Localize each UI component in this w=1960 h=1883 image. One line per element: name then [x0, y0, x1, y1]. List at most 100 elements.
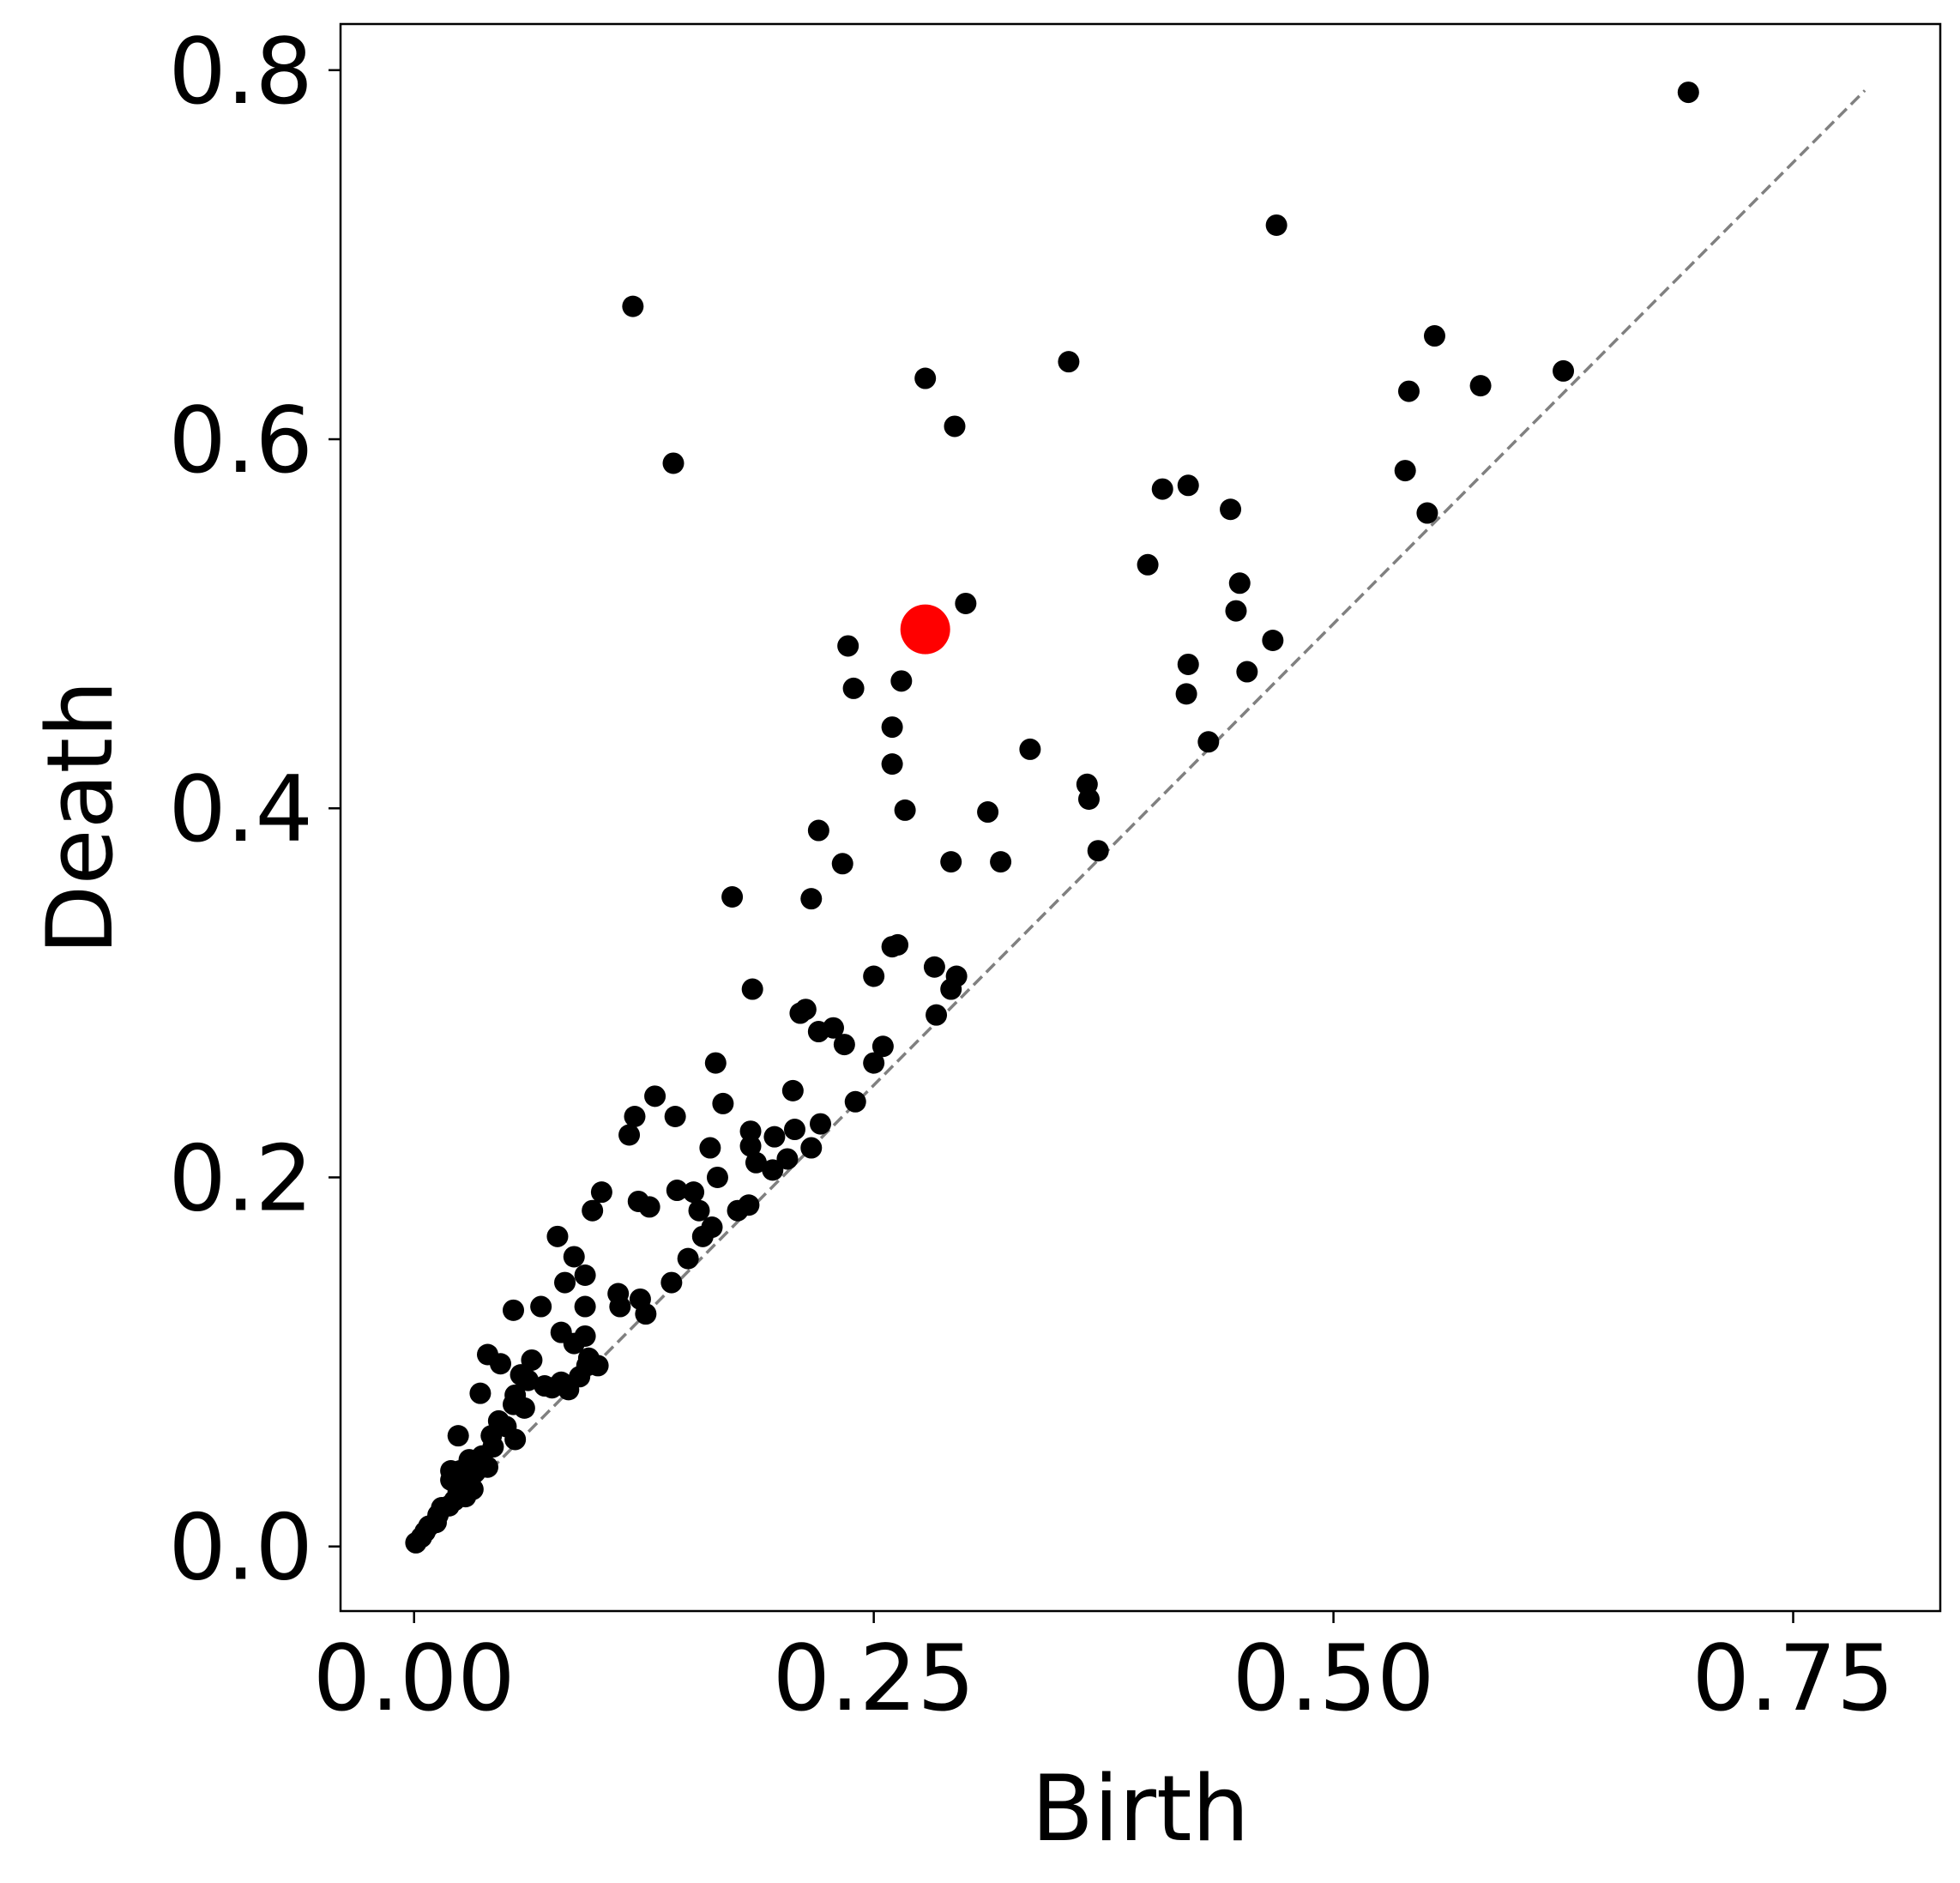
x-axis-label: Birth: [1031, 1756, 1250, 1862]
y-tick-label: 0.6: [168, 388, 313, 493]
data-point: [871, 1035, 894, 1058]
data-point: [863, 1052, 885, 1074]
data-point: [923, 956, 945, 978]
data-point: [534, 1375, 556, 1397]
data-point: [739, 1120, 762, 1143]
data-point: [546, 1225, 569, 1247]
data-point: [794, 999, 817, 1021]
data-point: [881, 716, 903, 739]
data-point: [688, 1199, 710, 1222]
data-point: [504, 1428, 527, 1451]
data-point: [574, 1264, 596, 1286]
data-point: [638, 1196, 660, 1218]
data-point: [1397, 380, 1420, 402]
y-tick-label: 0.4: [168, 757, 313, 862]
y-tick-label: 0.2: [168, 1126, 313, 1231]
axes-frame: [339, 22, 1942, 1613]
data-point: [1265, 214, 1288, 236]
data-point: [1228, 572, 1251, 594]
data-point: [666, 1180, 688, 1202]
data-point: [563, 1246, 585, 1268]
data-point: [622, 295, 644, 317]
data-point: [644, 1085, 666, 1107]
data-point: [762, 1159, 784, 1181]
data-point: [940, 851, 962, 873]
y-tick-label: 0.0: [168, 1495, 313, 1601]
data-point: [1394, 460, 1416, 482]
x-tick-label: 0.00: [313, 1626, 516, 1731]
data-point: [863, 965, 885, 987]
data-point: [530, 1295, 552, 1318]
data-point: [405, 1531, 427, 1554]
data-point: [1058, 351, 1080, 373]
data-point: [800, 1137, 823, 1159]
data-point: [944, 415, 966, 438]
data-point: [590, 1181, 612, 1204]
data-point: [1469, 375, 1492, 397]
axes: 0.00 0.25 0.50 0.75 0.0 0.2 0.4 0.6 0.8: [168, 19, 1942, 1731]
data-point: [831, 853, 853, 875]
data-point: [890, 670, 913, 692]
data-point: [1553, 359, 1575, 382]
data-point: [914, 367, 937, 389]
data-point: [810, 1113, 831, 1135]
data-point: [662, 452, 684, 474]
data-point: [1220, 498, 1242, 521]
x-tick-label: 0.75: [1692, 1626, 1894, 1731]
data-point: [844, 1090, 866, 1113]
data-point: [833, 1034, 855, 1056]
data-point: [521, 1349, 543, 1371]
data-point: [1177, 653, 1199, 675]
data-point: [1175, 683, 1197, 705]
data-point: [990, 851, 1012, 873]
plot-area: [413, 89, 1867, 1548]
data-point: [1262, 629, 1284, 651]
data-point: [490, 1353, 511, 1375]
data-point: [940, 978, 962, 1000]
data-point: [781, 1079, 804, 1101]
data-point: [1423, 325, 1445, 347]
data-point: [1197, 731, 1220, 753]
data-point: [721, 886, 744, 908]
data-point: [776, 1148, 799, 1170]
data-point: [800, 888, 823, 910]
data-point: [1236, 661, 1258, 683]
highlighted-point: [900, 604, 950, 655]
data-point: [660, 1271, 683, 1294]
data-point: [738, 1194, 760, 1216]
data-point: [745, 1151, 767, 1174]
data-point: [574, 1295, 596, 1318]
data-point: [842, 677, 865, 699]
data-points: [405, 81, 1699, 1554]
data-point: [624, 1105, 646, 1127]
data-point: [469, 1382, 492, 1404]
data-point: [554, 1271, 576, 1294]
data-point: [1177, 474, 1199, 497]
data-point: [699, 1137, 721, 1159]
data-point: [609, 1295, 631, 1318]
data-point: [887, 933, 909, 956]
data-point: [582, 1199, 604, 1222]
x-tick-label: 0.25: [773, 1626, 975, 1731]
diagonal-reference-line: [413, 89, 1867, 1548]
data-point: [741, 978, 763, 1000]
data-point: [447, 1425, 469, 1447]
data-point: [635, 1303, 657, 1325]
data-point: [712, 1092, 734, 1114]
data-point: [691, 1225, 714, 1247]
data-point: [1416, 502, 1438, 524]
data-point: [683, 1181, 705, 1204]
data-point: [1225, 600, 1247, 622]
data-point: [955, 592, 977, 614]
data-point: [1077, 788, 1100, 810]
data-point: [1677, 81, 1699, 104]
data-point: [1019, 738, 1041, 760]
y-tick-label: 0.8: [168, 19, 313, 124]
data-point: [618, 1124, 641, 1146]
data-point: [704, 1052, 727, 1074]
data-point: [1087, 840, 1109, 862]
data-point: [807, 819, 829, 842]
data-point: [763, 1126, 786, 1148]
